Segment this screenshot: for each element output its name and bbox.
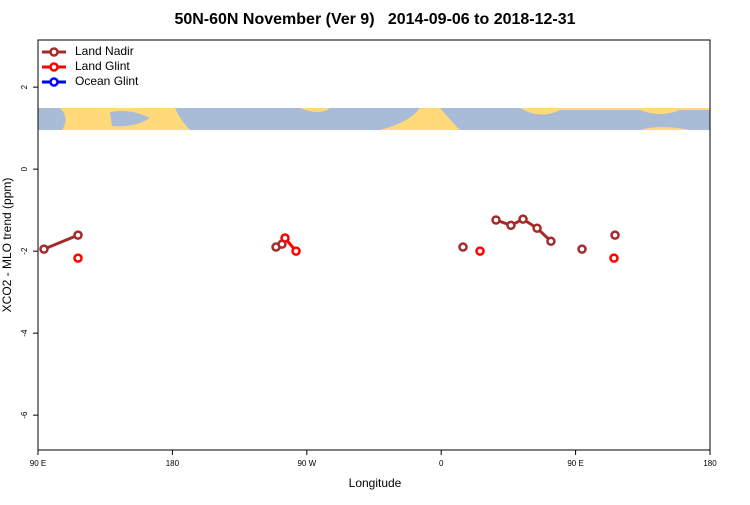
map-band	[38, 108, 710, 130]
x-tick-label: 180	[703, 459, 717, 468]
chart-title: 50N-60N November (Ver 9) 2014-09-06 to 2…	[174, 11, 575, 28]
y-axis-label: XCO2 - MLO trend (ppm)	[0, 178, 14, 313]
data-point	[610, 230, 620, 240]
legend-label: Ocean Glint	[75, 74, 139, 88]
legend-label: Land Glint	[75, 59, 130, 73]
x-tick-label: 180	[166, 459, 180, 468]
legend-marker	[49, 77, 59, 87]
x-tick-label: 0	[439, 459, 444, 468]
data-point	[546, 236, 556, 247]
y-tick-label: -4	[20, 329, 29, 337]
data-point	[532, 223, 542, 233]
data-point	[491, 215, 501, 225]
legend-marker	[49, 47, 59, 57]
x-tick-label: 90 E	[30, 459, 46, 468]
data-point	[577, 244, 587, 254]
y-tick-label: -2	[20, 247, 29, 255]
data-point	[39, 244, 49, 254]
data-point	[73, 253, 83, 263]
y-tick-label: 2	[20, 84, 29, 89]
legend-label: Land Nadir	[75, 44, 134, 58]
y-tick-label: -6	[20, 411, 29, 419]
x-tick-label: 90 E	[567, 459, 583, 468]
series-line	[43, 233, 79, 251]
data-point	[280, 233, 290, 243]
x-tick-label: 90 W	[297, 459, 316, 468]
data-point	[518, 214, 528, 224]
data-point	[506, 220, 516, 231]
plot-frame	[37, 39, 711, 451]
data-point	[291, 246, 301, 256]
data-point	[475, 246, 485, 256]
data-point	[458, 242, 468, 252]
legend-marker	[49, 62, 59, 72]
y-tick-label: 0	[20, 166, 29, 171]
x-axis-label: Longitude	[349, 476, 402, 490]
data-point	[609, 253, 619, 263]
data-point	[73, 230, 83, 240]
